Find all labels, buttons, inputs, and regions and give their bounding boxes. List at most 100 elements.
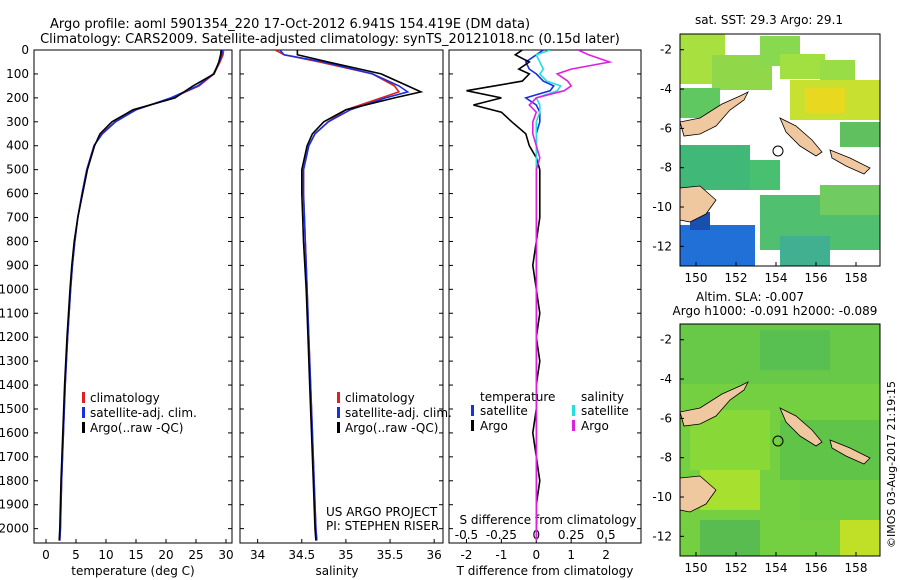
lat-tick-label: -10 bbox=[652, 490, 672, 504]
legend-label-satellite: satellite-adj. clim. bbox=[345, 406, 452, 420]
lat-tick-label: -12 bbox=[652, 239, 672, 253]
series-line-climatology bbox=[274, 50, 401, 541]
legend-swatch-satellite bbox=[82, 407, 85, 418]
s-diff-tick-label: -0.5 bbox=[455, 528, 478, 542]
series-line-salinity-argo bbox=[528, 50, 613, 541]
lon-tick-label: 154 bbox=[765, 561, 788, 575]
salinity-legend: climatology satellite-adj. clim. Argo(..… bbox=[337, 391, 452, 435]
depth-tick-label: 900 bbox=[6, 258, 29, 272]
depth-tick-label: 400 bbox=[6, 139, 29, 153]
depth-tick-label: 100 bbox=[6, 67, 29, 81]
sla-map-title-1: Altim. SLA: -0.007 bbox=[696, 290, 804, 304]
depth-tick-label: 1500 bbox=[0, 402, 29, 416]
sla-patch bbox=[800, 480, 880, 520]
depth-tick-label: 1800 bbox=[0, 474, 29, 488]
land bbox=[679, 381, 871, 513]
sla-map-title-2: Argo h1000: -0.091 h2000: -0.089 bbox=[673, 304, 878, 318]
x-tick-label: 0 bbox=[532, 548, 540, 562]
lon-tick-label: 152 bbox=[725, 271, 748, 285]
lat-tick-label: -12 bbox=[652, 529, 672, 543]
sst-patch bbox=[780, 54, 825, 79]
lon-tick-label: 152 bbox=[725, 561, 748, 575]
x-tick-label: 34 bbox=[250, 548, 265, 562]
sst-patch bbox=[680, 145, 750, 190]
float-position-marker bbox=[772, 145, 784, 157]
x-tick-label: 0 bbox=[42, 548, 50, 562]
difference-xlabel: T difference from climatology bbox=[456, 564, 634, 578]
pi-label: PI: STEPHEN RISER bbox=[326, 519, 439, 533]
land bbox=[679, 91, 871, 223]
legend-label-argo: Argo(..raw -QC) bbox=[90, 421, 183, 435]
coastline-bougainville bbox=[779, 117, 823, 157]
legend-swatch-climatology bbox=[82, 392, 85, 403]
sst-patch bbox=[840, 122, 880, 147]
legend-temperature-heading: temperature bbox=[480, 390, 555, 404]
depth-tick-label: 1000 bbox=[0, 282, 29, 296]
s-diff-tick-label: 0.25 bbox=[558, 528, 585, 542]
lat-tick-label: -10 bbox=[652, 200, 672, 214]
depth-tick-label: 1700 bbox=[0, 450, 29, 464]
temperature-xlabel: temperature (deg C) bbox=[71, 564, 194, 578]
legend-swatch-climatology bbox=[337, 392, 340, 403]
s-diff-tick-label: -0.25 bbox=[486, 528, 517, 542]
legend-label-s-satellite: satellite bbox=[581, 404, 629, 418]
coastline-solomons bbox=[829, 149, 871, 175]
legend-swatch-argo bbox=[82, 422, 85, 433]
x-tick-label: 5 bbox=[72, 548, 80, 562]
temperature-panel-frame bbox=[33, 49, 233, 544]
lon-tick-label: 158 bbox=[845, 271, 868, 285]
depth-axis: 0 100 200 300 400 500 600 700 800 900 1000 1100 1200… bbox=[0, 43, 29, 536]
lat-tick-label: -2 bbox=[660, 43, 672, 57]
x-tick-label: 1 bbox=[567, 548, 575, 562]
series-line-temperature-argo bbox=[466, 50, 541, 541]
x-tick-label: -1 bbox=[495, 548, 507, 562]
x-tick-label: 35 bbox=[338, 548, 353, 562]
lon-tick-label: 156 bbox=[805, 561, 828, 575]
difference-legend: temperature satellite Argo salinity sate… bbox=[471, 390, 629, 433]
series-line-argo-raw-qc bbox=[296, 50, 424, 541]
sst-map-title: sat. SST: 29.3 Argo: 29.1 bbox=[695, 13, 843, 27]
x-tick-label: 25 bbox=[188, 548, 203, 562]
salinity-xlabel: salinity bbox=[315, 564, 358, 578]
legend-swatch-t-argo bbox=[471, 420, 474, 431]
lon-tick-label: 150 bbox=[685, 271, 708, 285]
depth-tick-label: 0 bbox=[21, 43, 29, 57]
x-tick-label: 20 bbox=[158, 548, 173, 562]
coastline-new-ireland bbox=[679, 91, 749, 137]
sla-patch bbox=[760, 330, 830, 370]
lat-tick-label: -2 bbox=[660, 333, 672, 347]
legend-label-t-satellite: satellite bbox=[480, 404, 528, 418]
difference-x-axis: -2 -1 0 1 2 bbox=[460, 539, 610, 562]
x-tick-label: 2 bbox=[602, 548, 610, 562]
series-line-temperature-satellite bbox=[523, 50, 555, 541]
sst-patch bbox=[780, 236, 830, 266]
sst-patch bbox=[805, 88, 845, 113]
legend-swatch-argo bbox=[337, 422, 340, 433]
lat-tick-label: -8 bbox=[660, 451, 672, 465]
temperature-profiles bbox=[58, 50, 225, 541]
difference-profiles bbox=[466, 50, 613, 541]
sla-field bbox=[680, 324, 880, 556]
sst-map-frame bbox=[679, 33, 881, 267]
sst-patch bbox=[820, 60, 855, 82]
coastline-solomons bbox=[829, 439, 871, 465]
salinity-profiles bbox=[274, 50, 424, 541]
series-line-satellite-adj-clim bbox=[279, 50, 410, 541]
depth-tick-label: 2000 bbox=[0, 522, 29, 536]
x-tick-label: -2 bbox=[460, 548, 472, 562]
legend-swatch-t-satellite bbox=[471, 405, 474, 416]
legend-label-t-argo: Argo bbox=[480, 419, 508, 433]
title-line-1: Argo profile: aoml 5901354_220 17-Oct-20… bbox=[50, 17, 530, 32]
depth-tick-label: 800 bbox=[6, 234, 29, 248]
x-tick-label: 36 bbox=[427, 548, 442, 562]
series-line-climatology bbox=[59, 50, 225, 541]
legend-label-climatology: climatology bbox=[90, 391, 160, 405]
legend-swatch-satellite bbox=[337, 407, 340, 418]
sla-map bbox=[679, 323, 881, 557]
x-tick-label: 35.5 bbox=[377, 548, 404, 562]
legend-label-argo: Argo(..raw -QC) bbox=[345, 421, 438, 435]
s-diff-tick-label: 0.5 bbox=[597, 528, 616, 542]
imos-credit: ©IMOS 03-Aug-2017 21:19:15 bbox=[885, 381, 898, 548]
x-tick-label: 15 bbox=[128, 548, 143, 562]
